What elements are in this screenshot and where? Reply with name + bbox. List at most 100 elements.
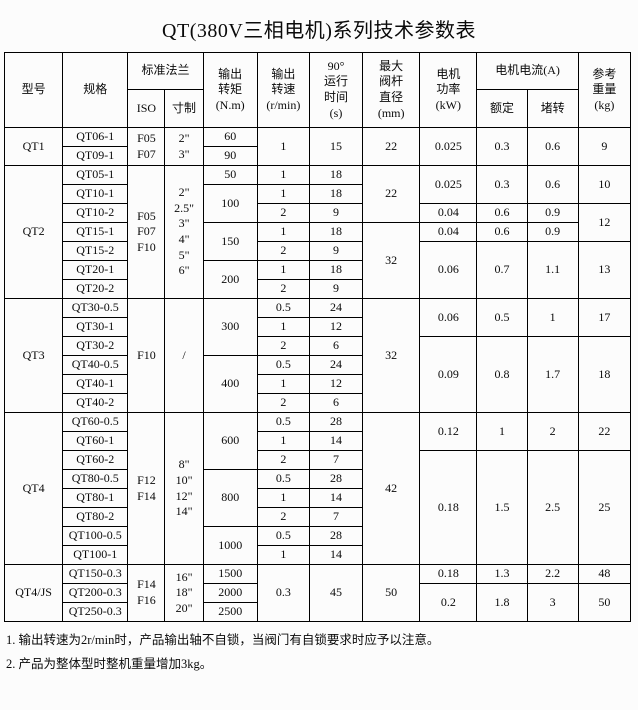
table-cell: 0.12 — [419, 412, 478, 451]
table-cell: 15 — [308, 127, 364, 166]
table-cell: QT20-1 — [62, 260, 129, 280]
table-row: QT3 QT30-0.5 F10/300 0.5 24 32 0.06 0.5 1 17 — [3, 298, 632, 413]
table-cell: 32 — [362, 298, 421, 413]
table-cell: 2 — [256, 203, 310, 223]
table-cell: 9 — [308, 203, 364, 223]
table-cell: QT60-1 — [62, 431, 129, 451]
table-row: QT40-2 2 6 — [5, 393, 631, 413]
table-cell: 22 — [362, 127, 421, 166]
table-cell: 1 — [256, 165, 310, 185]
header-row-1: 型号 规格 标准法兰 输出 转矩 (N.m) 输出 转速 (r/min) 90°… — [3, 52, 632, 128]
table-cell: 100 — [202, 184, 258, 223]
table-cell: QT06-1 — [62, 127, 129, 147]
table-cell: 1 — [256, 184, 310, 204]
table-cell: QT10-1 — [62, 184, 129, 204]
table-cell: 42 — [362, 412, 421, 565]
table-cell: 2 — [256, 336, 310, 356]
table-cell: 60 — [202, 127, 258, 147]
table-cell: 50 — [577, 583, 632, 622]
table-cell: 0.04 — [419, 222, 478, 242]
table-cell: 200 — [202, 260, 258, 299]
table-row: QT15-1 150 1 18 32 0.04 0.6 0.9 — [5, 222, 631, 299]
table-cell: 3 — [526, 583, 579, 622]
table-cell: QT250-0.3 — [62, 602, 129, 622]
header-spec: 规格 — [62, 52, 129, 128]
table-cell: 0.5 — [256, 298, 310, 318]
table-cell: 1 — [526, 298, 579, 337]
table-cell: 90 — [202, 146, 258, 166]
table-cell: 16" 18" 20" — [164, 564, 204, 622]
footnote-2: 2. 产品为整体型时整机重量增加3kg。 — [6, 657, 213, 672]
table-cell: 2500 — [202, 602, 258, 622]
header-current: 电机电流(A) — [476, 52, 579, 90]
table-cell: 2 — [256, 279, 310, 299]
table-cell: 0.025 — [419, 127, 478, 166]
table-cell: F05 F07 F10 — [127, 165, 166, 299]
table-cell: 1 — [256, 260, 310, 280]
table-cell: 24 — [308, 355, 364, 375]
table-cell: 7 — [308, 507, 364, 527]
table-cell: 6 — [308, 336, 364, 356]
table-cell: 0.18 — [419, 450, 478, 565]
table-cell: 1 — [256, 545, 310, 565]
table-cell: 1.7 — [526, 336, 579, 413]
table-cell: 0.5 — [256, 355, 310, 375]
header-torque: 输出 转矩 (N.m) — [202, 52, 258, 128]
table-cell: 0.04 — [419, 203, 478, 223]
header-rated: 额定 — [476, 89, 528, 128]
header-stem-diameter: 最大 阀杆 直径 (mm) — [362, 52, 421, 128]
table-cell: 1 — [256, 317, 310, 337]
footnote-1: 1. 输出转速为2r/min时，产品输出轴不自锁，当阀门有自锁要求时应予以注意。 — [6, 633, 440, 647]
header-speed: 输出 转速 (r/min) — [256, 52, 310, 128]
table-cell: 18 — [308, 222, 364, 242]
table-cell: 9 — [308, 241, 364, 261]
table-cell: QT100-1 — [62, 545, 129, 565]
table-row: QT4/JS QT150-0.3 F14 F16 16" 18" 20" 1500 0.3… — [3, 564, 632, 622]
table-cell: F12 F14 — [127, 412, 166, 565]
table-cell: 32 — [362, 222, 421, 299]
table-cell: 600 — [202, 412, 258, 470]
table-cell: QT3 — [3, 298, 64, 413]
page-title: QT(380V三相电机)系列技术参数表 — [162, 20, 476, 42]
table-cell: QT150-0.3 — [62, 564, 129, 584]
table-cell: 18 — [308, 165, 364, 185]
table-cell: F05 F07 — [127, 127, 166, 166]
table-cell: 0.09 — [419, 336, 478, 413]
table-row: QT20-1 200 1 18 — [5, 260, 631, 299]
table-cell: 28 — [308, 412, 364, 432]
table-cell: 10 — [577, 165, 632, 204]
table-row: QT40-0.5 400 0.5 24 — [5, 355, 631, 413]
table-cell: 2 — [256, 507, 310, 527]
table-cell: 50 — [202, 165, 258, 185]
table-cell: 0.8 — [476, 336, 528, 413]
header-time: 90° 运行 时间 (s) — [308, 52, 364, 128]
table-cell: / — [164, 298, 204, 413]
table-cell: 0.9 — [526, 222, 579, 242]
table-cell: 28 — [308, 526, 364, 546]
table-cell: 1.1 — [526, 241, 579, 299]
table-cell: QT15-2 — [62, 241, 129, 261]
table-cell: 17 — [577, 298, 632, 337]
table-row: QT250-0.3 2500 — [5, 602, 631, 622]
table-cell: 0.5 — [256, 526, 310, 546]
table-cell: 2 — [256, 241, 310, 261]
table-row: QT4 QT60-0.5 F12 F14 8" 10" 12" 14" 600 0.5 28… — [3, 412, 632, 565]
table-cell: 2.2 — [526, 564, 579, 584]
table-cell: 24 — [308, 298, 364, 318]
table-cell: 0.6 — [476, 222, 528, 242]
table-cell: 300 — [202, 298, 258, 356]
table-cell: 45 — [308, 564, 364, 622]
table-cell: 1.3 — [476, 564, 528, 584]
table-cell: 0.06 — [419, 241, 478, 299]
table-cell: 0.18 — [419, 564, 478, 584]
table-cell: 0.6 — [476, 203, 528, 223]
table-cell: 0.3 — [476, 127, 528, 166]
table-cell: 28 — [308, 469, 364, 489]
table-header: 型号 规格 标准法兰 输出 转矩 (N.m) 输出 转速 (r/min) 90°… — [3, 52, 632, 128]
table-cell: QT10-2 — [62, 203, 129, 223]
table-row: QT09-1 90 — [5, 146, 631, 166]
table-body: QT1 QT06-1 F05 F07 2" 3" 60 1 15 22 0.025 0.3 0.6 9… — [3, 127, 632, 622]
table-cell: 2" 2.5" 3" 4" 5" 6" — [164, 165, 204, 299]
table-row: QT80-0.5 800 0.5 28 — [5, 469, 631, 527]
table-cell: 1500 — [202, 564, 258, 584]
